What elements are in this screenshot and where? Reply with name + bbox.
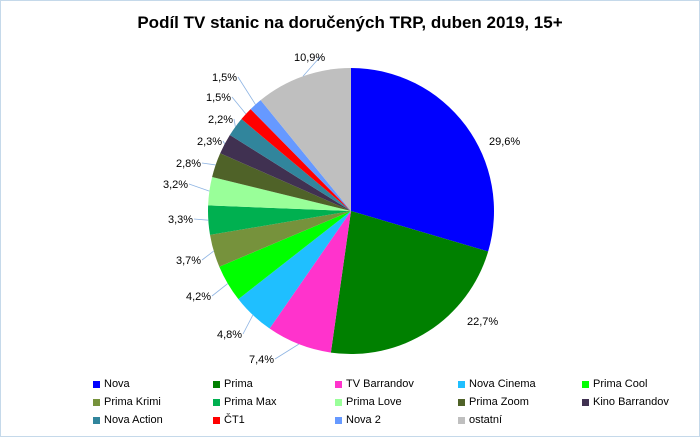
data-label: 29,6%: [489, 136, 520, 148]
data-label: 10,9%: [294, 52, 325, 64]
legend-label: Prima Zoom: [469, 396, 529, 408]
pie-slice-nova: [351, 68, 495, 252]
legend-swatch: [335, 380, 342, 388]
legend-item: Nova Action: [93, 414, 163, 426]
legend-swatch: [213, 380, 220, 388]
legend-swatch: [213, 398, 220, 406]
data-label: 3,2%: [163, 179, 188, 191]
legend-label: Nova Action: [104, 414, 163, 426]
pie-slice-nova-cinema: [238, 211, 351, 329]
legend-swatch: [582, 398, 589, 406]
pie-slice-čt1: [241, 109, 351, 211]
pie-slice-prima-krimi: [210, 211, 351, 267]
legend: Nova Prima TV Barrandov Nova Cinema Prima Co…: [1, 378, 699, 432]
data-label: 7,4%: [249, 354, 274, 366]
legend-item: TV Barrandov: [335, 378, 414, 390]
leader-line: [201, 162, 216, 166]
legend-swatch: [335, 398, 342, 406]
legend-label: Kino Barrandov: [593, 396, 669, 408]
data-label: 4,2%: [186, 291, 211, 303]
data-label: 4,8%: [217, 329, 242, 341]
legend-swatch: [93, 380, 100, 388]
legend-label: Prima Max: [224, 396, 277, 408]
leader-line: [211, 283, 229, 297]
leader-line: [188, 183, 210, 192]
legend-label: Prima Krimi: [104, 396, 161, 408]
legend-label: Prima Love: [346, 396, 402, 408]
pie-slice-prima-max: [208, 205, 351, 235]
data-label: 2,3%: [197, 136, 222, 148]
legend-swatch: [458, 398, 465, 406]
data-label: 2,2%: [208, 114, 233, 126]
leader-line: [201, 250, 214, 261]
leader-line: [233, 118, 236, 127]
pie-slice-tv-barrandov: [269, 211, 351, 353]
leader-line: [222, 140, 226, 145]
legend-item: Prima: [213, 378, 253, 390]
legend-swatch: [458, 416, 465, 424]
data-label: 3,7%: [176, 255, 201, 267]
legend-label: TV Barrandov: [346, 378, 414, 390]
legend-swatch: [458, 380, 465, 388]
legend-swatch: [93, 398, 100, 406]
chart-title: Podíl TV stanic na doručených TRP, duben…: [137, 13, 563, 32]
data-label: 22,7%: [467, 316, 498, 328]
legend-item: Prima Max: [213, 396, 277, 408]
legend-item: ČT1: [213, 414, 245, 426]
leader-line: [302, 56, 321, 77]
legend-label: Nova: [104, 378, 130, 390]
legend-label: ostatní: [469, 414, 503, 426]
data-label: 1,5%: [212, 72, 237, 84]
legend-swatch: [335, 416, 342, 424]
legend-item: Nova: [93, 378, 130, 390]
data-label: 3,3%: [168, 214, 193, 226]
pie-slice-nova-action: [229, 119, 351, 211]
legend-swatch: [582, 380, 589, 388]
legend-item: Prima Cool: [582, 378, 647, 390]
data-label: 1,5%: [206, 92, 231, 104]
data-label: 2,8%: [176, 158, 201, 170]
legend-item: Prima Love: [335, 396, 402, 408]
legend-item: Nova Cinema: [458, 378, 536, 390]
legend-item: ostatní: [458, 414, 502, 426]
legend-item: Nova 2: [335, 414, 381, 426]
leader-line: [237, 76, 256, 105]
pie-slice-prima: [330, 211, 489, 354]
leader-line: [242, 314, 254, 335]
legend-swatch: [93, 416, 100, 424]
pie-slice-ostatní: [260, 68, 351, 211]
legend-label: ČT1: [224, 414, 245, 426]
pie-slice-prima-zoom: [212, 153, 351, 211]
legend-label: Prima Cool: [593, 378, 648, 390]
leader-line: [193, 218, 209, 221]
pie-slice-nova-2: [250, 100, 351, 211]
pie-slice-kino-barrandov: [220, 135, 351, 211]
leader-line: [274, 343, 300, 360]
leader-line: [231, 96, 247, 115]
pie-slice-prima-cool: [219, 211, 351, 300]
legend-label: Prima: [224, 378, 253, 390]
legend-label: Nova Cinema: [469, 378, 536, 390]
pie-slice-prima-love: [208, 176, 351, 211]
legend-label: Nova 2: [346, 414, 381, 426]
legend-swatch: [213, 416, 220, 424]
legend-item: Prima Krimi: [93, 396, 161, 408]
legend-item: Kino Barrandov: [582, 396, 669, 408]
legend-item: Prima Zoom: [458, 396, 529, 408]
